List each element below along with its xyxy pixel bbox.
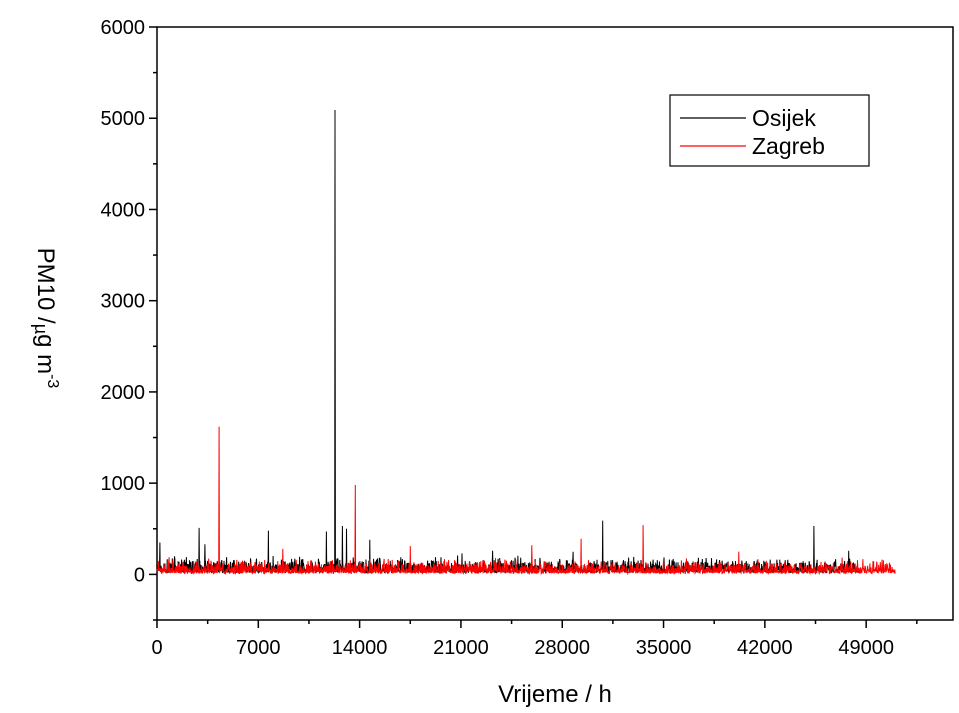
x-tick-label: 49000 [838,637,894,659]
x-tick-label: 14000 [332,637,388,659]
x-axis-title: Vrijeme / h [498,681,612,708]
y-axis-title-exponent: -3 [44,374,61,388]
y-tick-label: 3000 [101,291,146,313]
series-layer [156,109,896,576]
series-line-osijek [156,109,860,575]
legend-label-zagreb: Zagreb [752,133,825,159]
y-tick-label: 1000 [101,473,146,495]
x-tick-label: 42000 [737,637,793,659]
x-tick-label: 7000 [236,637,281,659]
y-tick-label: 0 [134,564,145,586]
y-axis-title-mu: µ [31,324,51,334]
x-axis-ticks: 0 7000 14000 21000 28000 35000 42000 49000 [151,620,918,659]
y-tick-label: 5000 [101,108,146,130]
y-axis-title: PM10 /µg m-3 [31,248,61,389]
y-tick-label: 6000 [101,17,146,39]
x-tick-label: 28000 [534,637,590,659]
y-tick-label: 4000 [101,199,146,221]
plot-frame [156,26,954,621]
x-tick-label: 21000 [433,637,489,659]
y-axis-ticks: 0 1000 2000 3000 4000 5000 6000 [101,17,157,621]
legend-box [669,94,870,167]
x-tick-label: 0 [151,637,162,659]
legend-label-osijek: Osijek [752,105,816,131]
y-tick-label: 2000 [101,382,146,404]
series-line-zagreb [156,426,896,576]
y-axis-title-unit: g m [32,334,59,374]
x-tick-label: 35000 [636,637,692,659]
y-axis-title-main: PM10 / [32,248,59,324]
legend: Osijek Zagreb [669,94,870,167]
